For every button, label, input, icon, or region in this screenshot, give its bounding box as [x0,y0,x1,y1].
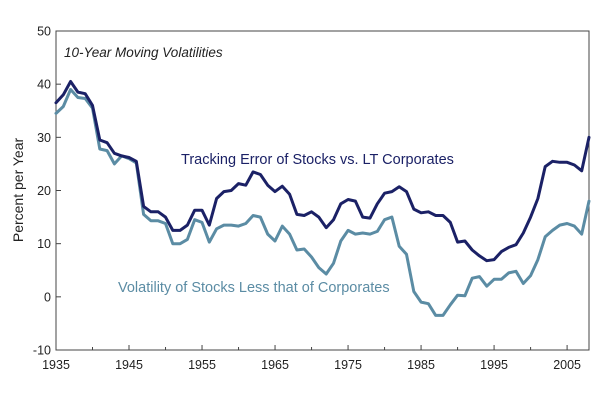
y-tick-labels: -10 0 10 20 30 40 50 [33,25,51,358]
x-tick-label: 1935 [42,358,70,372]
x-tick-label: 1985 [407,358,435,372]
y-tick-label: 50 [37,25,51,39]
y-tick-label: 0 [44,290,51,304]
y-tick-label: -10 [33,344,51,358]
series-lines [54,80,591,317]
y-tick-label: 40 [37,78,51,92]
x-tick-label: 1995 [480,358,508,372]
tick-marks [55,30,568,351]
y-tick-label: 10 [37,237,51,251]
chart-title: 10-Year Moving Volatilities [64,45,223,60]
x-tick-label: 1965 [261,358,289,372]
volatility-difference-line [54,88,591,317]
x-tick-label: 1975 [334,358,362,372]
x-tick-label: 1945 [115,358,143,372]
x-tick-label: 1955 [188,358,216,372]
x-tick-labels: 1935 1945 1955 1965 1975 1985 1995 2005 [42,358,581,372]
x-tick-label: 2005 [553,358,581,372]
y-tick-label: 30 [37,131,51,145]
tracking-error-line [54,80,591,263]
tracking-error-annotation: Tracking Error of Stocks vs. LT Corporat… [181,152,454,168]
volatility-difference-annotation: Volatility of Stocks Less that of Corpor… [118,280,390,296]
y-tick-label: 20 [37,184,51,198]
y-axis-label: Percent per Year [10,138,26,243]
